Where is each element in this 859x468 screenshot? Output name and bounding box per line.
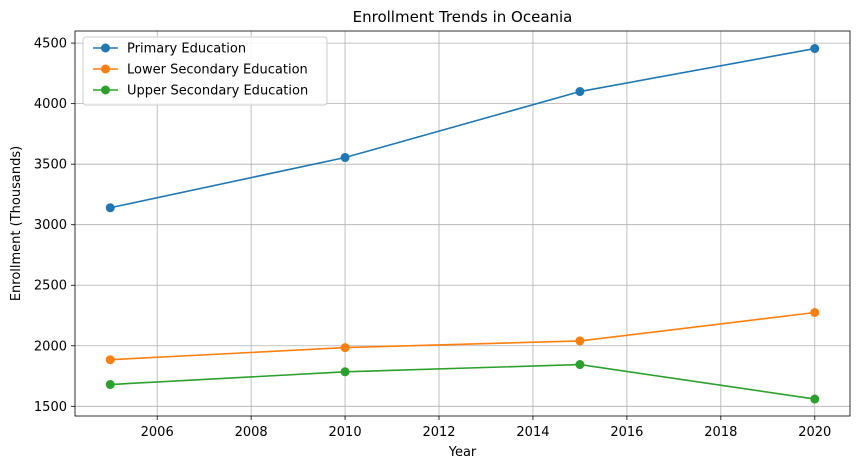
data-point <box>575 336 585 346</box>
legend-box <box>82 36 328 106</box>
series-layer <box>105 44 820 404</box>
legend-marker <box>101 64 110 74</box>
y-tick-label: 3500 <box>34 158 67 173</box>
legend-label: Upper Secondary Education <box>127 84 308 99</box>
legend-marker <box>101 85 110 95</box>
x-tick-label: 2020 <box>798 425 831 440</box>
series-primary-education <box>105 44 820 213</box>
y-tick-label: 4000 <box>34 97 67 112</box>
chart-title: Enrollment Trends in Oceania <box>353 8 573 26</box>
x-tick-label: 2016 <box>610 425 643 440</box>
data-point <box>105 203 115 213</box>
axes: 2006 2008 2010 2012 2014 2016 2018 2020 1500 2000… <box>34 30 851 440</box>
x-tick-label: 2008 <box>235 425 268 440</box>
data-point <box>810 394 820 404</box>
data-point <box>810 307 820 317</box>
x-tick-label: 2006 <box>141 425 174 440</box>
legend-label: Primary Education <box>127 42 246 57</box>
data-point <box>105 380 115 390</box>
grid <box>75 31 850 416</box>
y-tick-label: 4500 <box>34 37 67 52</box>
x-axis-label: Year <box>448 445 477 460</box>
series-lower-secondary-education <box>105 307 820 365</box>
legend: Primary Education Lower Secondary Educati… <box>82 36 328 106</box>
x-tick-label: 2014 <box>516 425 549 440</box>
data-point <box>340 153 350 163</box>
y-tick-label: 3000 <box>34 218 67 233</box>
series-line <box>110 47 815 209</box>
x-tick-label: 2010 <box>329 425 362 440</box>
data-point <box>340 343 350 353</box>
data-point <box>575 360 585 370</box>
series-line <box>110 363 815 400</box>
series-line <box>110 311 815 361</box>
data-point <box>810 44 820 54</box>
plot-frame <box>74 30 851 417</box>
legend-label: Lower Secondary Education <box>127 63 308 78</box>
series-upper-secondary-education <box>105 360 820 404</box>
y-tick-label: 2500 <box>34 279 67 294</box>
y-axis-label: Enrollment (Thousands) <box>9 146 24 301</box>
x-tick-label: 2012 <box>422 425 455 440</box>
legend-marker <box>101 43 110 53</box>
data-point <box>340 367 350 377</box>
y-tick-label: 2000 <box>34 339 67 354</box>
x-tick-label: 2018 <box>704 425 737 440</box>
data-point <box>575 87 585 97</box>
data-point <box>105 355 115 365</box>
y-tick-label: 1500 <box>34 400 67 415</box>
